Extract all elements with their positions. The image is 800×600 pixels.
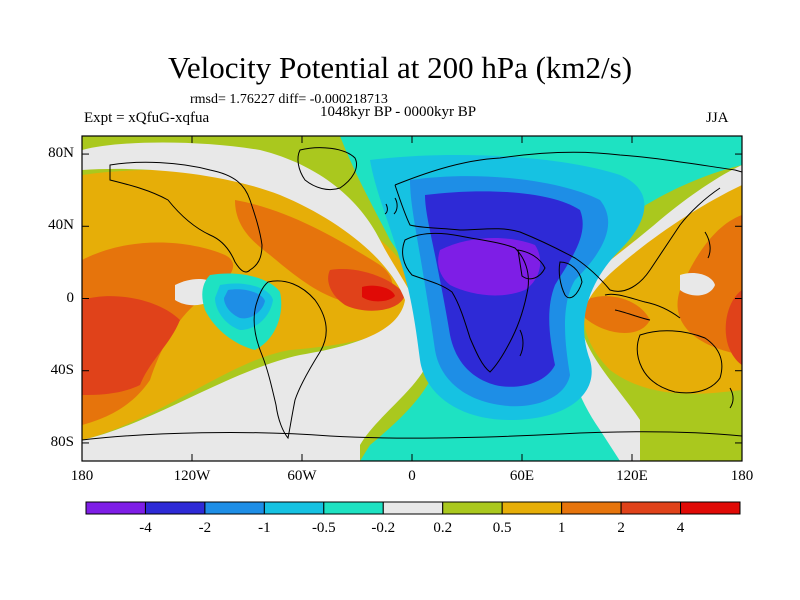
colorbar-box-6 [442,501,503,515]
field-eastpacific-max [725,290,742,365]
colorbar-label-6: 0.5 [492,520,512,536]
colorbar-box-3 [263,501,325,515]
colorbar-box-8 [561,501,622,515]
coastline-australia [636,330,723,394]
coastline-eurasia [394,151,742,292]
coastline-india [558,261,583,299]
lon-label-4: 60E [509,468,535,484]
colorbar-box-10 [680,501,741,515]
field-africa-peak [438,238,541,296]
colorbar-label-8: 2 [617,520,625,536]
colorbar-box-0 [85,501,146,515]
experiment-label: Expt = xQfuG-xqfua [84,110,210,126]
coastlines [82,147,742,441]
coastline-british-isles [384,197,398,215]
period-label: 1048kyr BP - 0000kyr BP [320,104,477,120]
lon-label-0: 180 [70,468,94,484]
coastline-madagascar [519,329,524,357]
colorbar-box-2 [204,501,265,515]
colorbar-box-9 [620,501,682,515]
figure-title: Velocity Potential at 200 hPa (km2/s) [167,50,633,85]
colorbar-label-5: 0.2 [433,520,453,536]
colorbar-label-9: 4 [676,520,685,536]
coastline-north-america [109,161,263,273]
season-label: JJA [706,110,729,126]
colorbar-label-4: -0.2 [371,520,396,536]
coastline-japan [704,231,711,259]
lat-label-3: 40S [50,361,74,378]
colorbar-label-3: -0.5 [311,520,336,536]
lon-label-6: 180 [730,468,754,484]
colorbar-label-7: 1 [557,520,566,536]
coastline-africa [402,232,529,373]
field-atlantic-peak [362,285,395,302]
axis-ticks [81,136,743,461]
colorbar-box-5 [382,501,444,515]
coastline-greenland [297,147,357,191]
colorbar-box-7 [501,501,563,515]
colorbar-label-0: -4 [139,520,152,536]
coastline-antarctica [82,431,742,441]
lon-label-5: 120E [616,468,648,484]
coastline-south-america [253,280,327,440]
colorbar-label-2: -1 [258,520,271,536]
field-maritime-strong [585,296,650,333]
lon-label-2: 60W [287,468,317,484]
field-neutral-island [680,273,715,296]
lat-label-0: 80N [48,145,74,162]
stats-line: rmsd= 1.76227 diff= -0.000218713 [190,92,388,107]
coastline-new-zealand [729,387,734,409]
lon-label-1: 120W [173,468,211,484]
lon-label-3: 0 [408,468,416,484]
field-east-neutral [560,165,742,461]
lat-label-2: 0 [66,289,75,306]
colorbar-label-1: -2 [198,520,212,536]
colorbar-box-1 [144,501,206,515]
coastline-indonesia [604,293,681,321]
lat-label-1: 40N [48,217,74,234]
field-indopacific-positive [583,185,742,394]
lat-label-4: 80S [50,433,74,450]
colorbar-box-4 [323,501,384,515]
coastline-arabia [517,249,546,280]
colorbar [85,501,741,515]
field-pacific-max [82,296,180,395]
velocity-potential-field [82,136,742,461]
field-arctic-neutral [82,142,432,461]
